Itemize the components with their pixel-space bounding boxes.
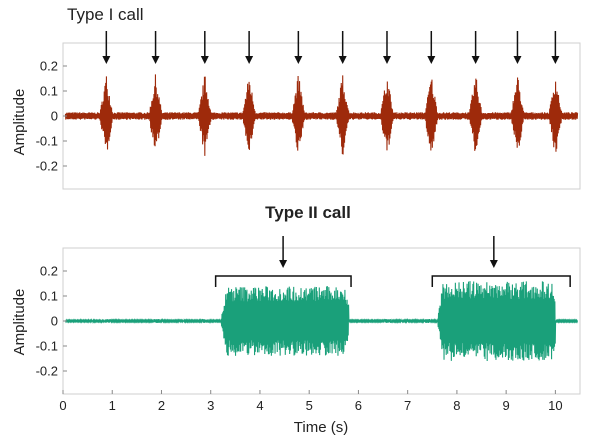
arrow-head: [489, 260, 498, 268]
type-two-brackets: [214, 236, 571, 287]
arrow-head: [471, 56, 480, 64]
x-tick-label: 5: [306, 398, 313, 413]
type-two-call-title: Type II call: [265, 203, 351, 222]
x-tick-label: 2: [158, 398, 165, 413]
y-tick-label: 0.1: [40, 289, 58, 304]
burst-bracket: [431, 275, 571, 287]
y-tick-label: 0: [51, 314, 58, 329]
burst-bracket: [214, 275, 352, 287]
x-tick-label: 0: [59, 398, 66, 413]
type-two-x-ticks: 0 1 2 3 4 5 6 7 8 9 10: [59, 390, 563, 413]
type-one-arrows: [102, 31, 560, 64]
type-two-waveform: [64, 281, 579, 361]
type-one-ylabel: Amplitude: [11, 89, 28, 156]
type-one-y-ticks: -0.2 -0.1 0 0.1 0.2: [36, 59, 67, 174]
arrow-head: [427, 56, 436, 64]
type-two-ylabel: Amplitude: [11, 289, 28, 356]
type-one-call-title: Type I call: [67, 5, 144, 24]
x-tick-label: 1: [109, 398, 116, 413]
type-two-y-ticks: -0.2 -0.1 0 0.1 0.2: [36, 264, 67, 379]
type-one-call-panel: Type I call Amplitude -0.2 -0.1 0 0.1 0.2: [11, 5, 581, 190]
type-two-call-panel: Type II call Amplitude -0.2 -0.1 0 0.1 0.2 0…: [11, 203, 581, 436]
arrow-head: [382, 56, 391, 64]
y-tick-label: -0.1: [36, 134, 58, 149]
x-tick-label: 6: [355, 398, 362, 413]
y-tick-label: 0: [51, 109, 58, 124]
arrow-head: [245, 56, 254, 64]
x-tick-label: 3: [207, 398, 214, 413]
x-tick-label: 7: [404, 398, 411, 413]
arrow-head: [279, 260, 288, 268]
y-tick-label: -0.2: [36, 159, 58, 174]
x-tick-label: 8: [453, 398, 460, 413]
y-tick-label: 0.1: [40, 84, 58, 99]
x-tick-label: 10: [548, 398, 562, 413]
arrow-head: [551, 56, 560, 64]
x-tick-label: 4: [256, 398, 263, 413]
y-tick-label: -0.1: [36, 339, 58, 354]
arrow-head: [102, 56, 111, 64]
x-tick-label: 9: [503, 398, 510, 413]
type-two-xlabel: Time (s): [294, 419, 348, 436]
arrow-head: [200, 56, 209, 64]
waveform-trace: [64, 74, 579, 156]
arrow-head: [151, 56, 160, 64]
y-tick-label: 0.2: [40, 264, 58, 279]
type-one-waveform: [64, 74, 579, 156]
waveform-trace: [64, 281, 579, 361]
arrow-head: [294, 56, 303, 64]
y-tick-label: -0.2: [36, 364, 58, 379]
arrow-head: [513, 56, 522, 64]
y-tick-label: 0.2: [40, 59, 58, 74]
arrow-head: [338, 56, 347, 64]
